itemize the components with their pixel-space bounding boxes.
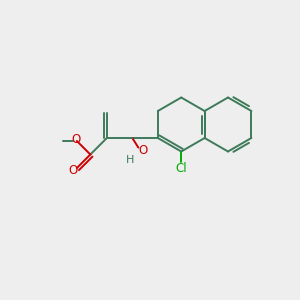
Text: H: H bbox=[126, 154, 134, 165]
Text: O: O bbox=[69, 164, 78, 178]
Text: Cl: Cl bbox=[176, 161, 187, 175]
Text: O: O bbox=[72, 133, 81, 146]
Text: O: O bbox=[138, 143, 148, 157]
